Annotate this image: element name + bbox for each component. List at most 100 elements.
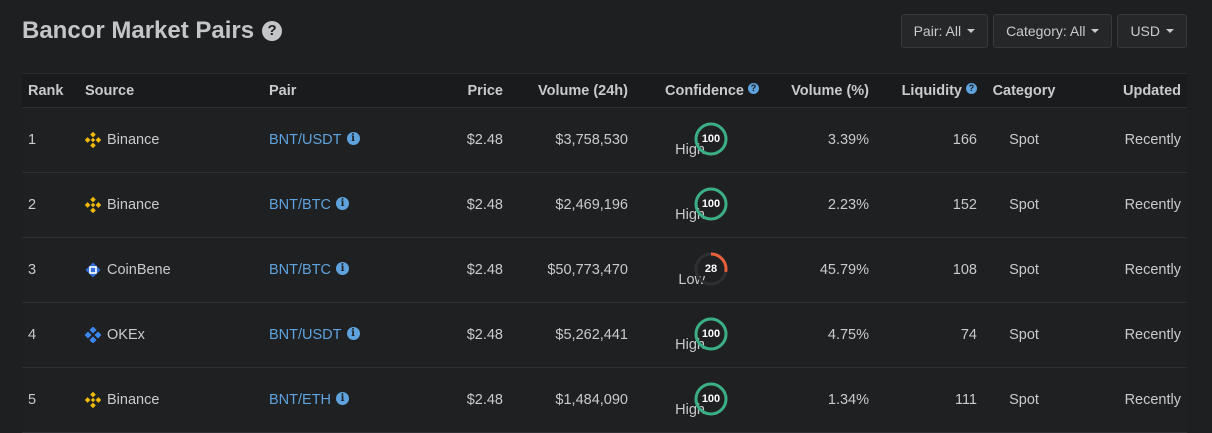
rank-cell: 2 bbox=[22, 172, 79, 238]
col-header-rank[interactable]: Rank bbox=[22, 73, 79, 108]
liquidity-cell: 74 bbox=[870, 302, 978, 368]
price-cell: $2.48 bbox=[398, 302, 504, 368]
volume-pct-cell: 2.23% bbox=[760, 172, 870, 238]
col-header-category[interactable]: Category bbox=[978, 73, 1070, 108]
updated-cell: Recently bbox=[1070, 367, 1187, 433]
category-filter-dropdown[interactable]: Category: All bbox=[993, 14, 1113, 48]
page-header: Bancor Market Pairs ? Pair: All Category… bbox=[0, 0, 1212, 64]
category-cell: Spot bbox=[978, 237, 1070, 303]
col-header-volume-pct[interactable]: Volume (%) bbox=[760, 73, 870, 108]
updated-cell: Recently bbox=[1070, 107, 1187, 173]
table-header-row: Rank Source Pair Price Volume (24h) Conf… bbox=[22, 73, 1187, 108]
caret-down-icon bbox=[1091, 29, 1100, 33]
okex-icon bbox=[85, 327, 101, 343]
filter-bar: Pair: All Category: All USD bbox=[900, 14, 1187, 48]
confidence-help-icon[interactable]: ? bbox=[748, 82, 759, 94]
price-cell: $2.48 bbox=[398, 367, 504, 433]
col-header-updated[interactable]: Updated bbox=[1070, 73, 1187, 108]
pair-link[interactable]: BNT/BTC bbox=[269, 262, 332, 278]
col-header-source[interactable]: Source bbox=[79, 73, 268, 108]
confidence-gauge: 28 bbox=[693, 251, 729, 287]
market-pairs-table: Rank Source Pair Price Volume (24h) Conf… bbox=[22, 73, 1187, 433]
source-cell[interactable]: CoinBene bbox=[79, 237, 268, 303]
confidence-gauge: 100 bbox=[693, 121, 729, 157]
source-cell[interactable]: OKEx bbox=[79, 302, 268, 368]
updated-cell: Recently bbox=[1070, 237, 1187, 303]
table-row: 4 OKEx BNT/USDT i $2.48 $5,262,441 High 100 4.75… bbox=[22, 302, 1187, 368]
binance-icon bbox=[85, 132, 101, 148]
liquidity-cell: 152 bbox=[870, 172, 978, 238]
source-name[interactable]: OKEx bbox=[107, 327, 145, 343]
pair-cell: BNT/USDT i bbox=[268, 302, 398, 368]
pair-link[interactable]: BNT/BTC bbox=[269, 197, 332, 213]
source-name[interactable]: Binance bbox=[107, 132, 160, 148]
liquidity-help-icon[interactable]: ? bbox=[966, 82, 977, 94]
confidence-gauge: 100 bbox=[693, 381, 729, 417]
caret-down-icon bbox=[967, 29, 976, 33]
confidence-gauge: 100 bbox=[693, 186, 729, 222]
source-cell[interactable]: Binance bbox=[79, 172, 268, 238]
volume-cell: $5,262,441 bbox=[504, 302, 629, 368]
confidence-score: 100 bbox=[701, 133, 721, 145]
info-icon[interactable]: i bbox=[336, 262, 350, 275]
category-cell: Spot bbox=[978, 172, 1070, 238]
confidence-score: 100 bbox=[701, 328, 721, 340]
pair-cell: BNT/USDT i bbox=[268, 107, 398, 173]
source-name[interactable]: Binance bbox=[107, 197, 160, 213]
table-row: 2 Binance BNT/BTC i $2.48 $2,469,196 High 100 2.… bbox=[22, 172, 1187, 238]
confidence-cell: High 100 bbox=[629, 172, 760, 238]
table-row: 1 Binance BNT/USDT i $2.48 $3,758,530 High 100 3… bbox=[22, 107, 1187, 173]
price-cell: $2.48 bbox=[398, 107, 504, 173]
volume-cell: $1,484,090 bbox=[504, 367, 629, 433]
source-name[interactable]: CoinBene bbox=[107, 262, 171, 278]
source-cell[interactable]: Binance bbox=[79, 107, 268, 173]
rank-cell: 3 bbox=[22, 237, 79, 303]
pair-link[interactable]: BNT/ETH bbox=[269, 392, 332, 408]
pair-cell: BNT/BTC i bbox=[268, 237, 398, 303]
help-icon[interactable]: ? bbox=[262, 21, 283, 41]
pair-filter-dropdown[interactable]: Pair: All bbox=[900, 14, 989, 48]
col-header-price[interactable]: Price bbox=[398, 73, 504, 108]
info-icon[interactable]: i bbox=[346, 327, 360, 340]
pair-link[interactable]: BNT/USDT bbox=[269, 327, 342, 343]
col-header-confidence[interactable]: Confidence? bbox=[629, 73, 760, 108]
updated-cell: Recently bbox=[1070, 172, 1187, 238]
volume-pct-cell: 3.39% bbox=[760, 107, 870, 173]
col-header-pair[interactable]: Pair bbox=[268, 73, 398, 108]
caret-down-icon bbox=[1166, 29, 1174, 33]
col-header-volume[interactable]: Volume (24h) bbox=[504, 73, 629, 108]
page-title-text: Bancor Market Pairs bbox=[22, 17, 255, 44]
info-icon[interactable]: i bbox=[336, 197, 350, 210]
confidence-score: 100 bbox=[701, 198, 721, 210]
source-cell[interactable]: Binance bbox=[79, 367, 268, 433]
pair-cell: BNT/ETH i bbox=[268, 367, 398, 433]
currency-dropdown[interactable]: USD bbox=[1117, 14, 1187, 48]
coinbene-icon bbox=[85, 262, 101, 278]
pair-link[interactable]: BNT/USDT bbox=[269, 132, 342, 148]
currency-label: USD bbox=[1130, 23, 1160, 39]
col-header-liquidity[interactable]: Liquidity? bbox=[870, 73, 978, 108]
info-icon[interactable]: i bbox=[336, 392, 350, 405]
confidence-cell: High 100 bbox=[629, 107, 760, 173]
volume-cell: $2,469,196 bbox=[504, 172, 629, 238]
source-name[interactable]: Binance bbox=[107, 392, 160, 408]
col-header-liquidity-label: Liquidity bbox=[901, 82, 962, 99]
updated-cell: Recently bbox=[1070, 302, 1187, 368]
volume-pct-cell: 45.79% bbox=[760, 237, 870, 303]
rank-cell: 4 bbox=[22, 302, 79, 368]
pair-cell: BNT/BTC i bbox=[268, 172, 398, 238]
confidence-cell: Low 28 bbox=[629, 237, 760, 303]
confidence-score: 28 bbox=[704, 263, 718, 275]
confidence-cell: High 100 bbox=[629, 367, 760, 433]
volume-pct-cell: 4.75% bbox=[760, 302, 870, 368]
rank-cell: 5 bbox=[22, 367, 79, 433]
info-icon[interactable]: i bbox=[346, 132, 360, 145]
binance-icon bbox=[85, 197, 101, 213]
confidence-score: 100 bbox=[701, 393, 721, 405]
table-row: 3 CoinBene BNT/BTC i $2.48 $50,773,470 Low 28 45… bbox=[22, 237, 1187, 303]
confidence-gauge: 100 bbox=[693, 316, 729, 352]
price-cell: $2.48 bbox=[398, 172, 504, 238]
price-cell: $2.48 bbox=[398, 237, 504, 303]
confidence-cell: High 100 bbox=[629, 302, 760, 368]
rank-cell: 1 bbox=[22, 107, 79, 173]
